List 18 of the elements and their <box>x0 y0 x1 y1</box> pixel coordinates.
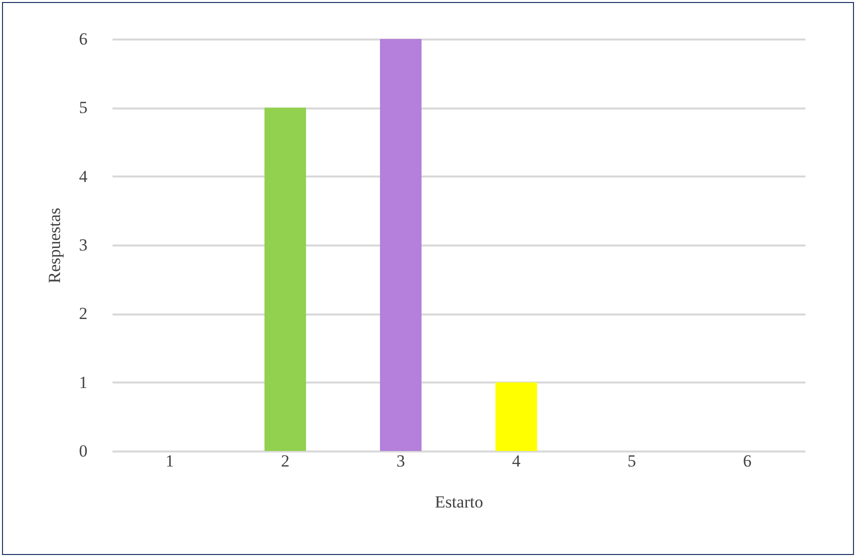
x-tick-label: 4 <box>512 452 521 470</box>
y-tick-label: 5 <box>79 98 88 118</box>
x-tick-label: 6 <box>743 452 752 470</box>
y-tick-label: 6 <box>79 30 88 48</box>
y-axis-title: Respuestas <box>45 208 64 284</box>
x-tick-label: 1 <box>166 452 174 470</box>
y-tick-label: 2 <box>79 304 88 324</box>
bar <box>264 108 306 451</box>
x-axis-title: Estarto <box>434 492 484 512</box>
y-tick-label: 4 <box>79 166 88 186</box>
x-tick-label: 3 <box>396 452 405 470</box>
y-tick-label: 3 <box>79 236 88 254</box>
x-tick-label: 5 <box>628 452 636 470</box>
bar <box>495 382 538 451</box>
y-tick-label: 1 <box>79 372 88 392</box>
x-tick-label: 2 <box>281 452 290 470</box>
bar <box>380 39 422 451</box>
y-tick-label: 0 <box>79 442 88 460</box>
